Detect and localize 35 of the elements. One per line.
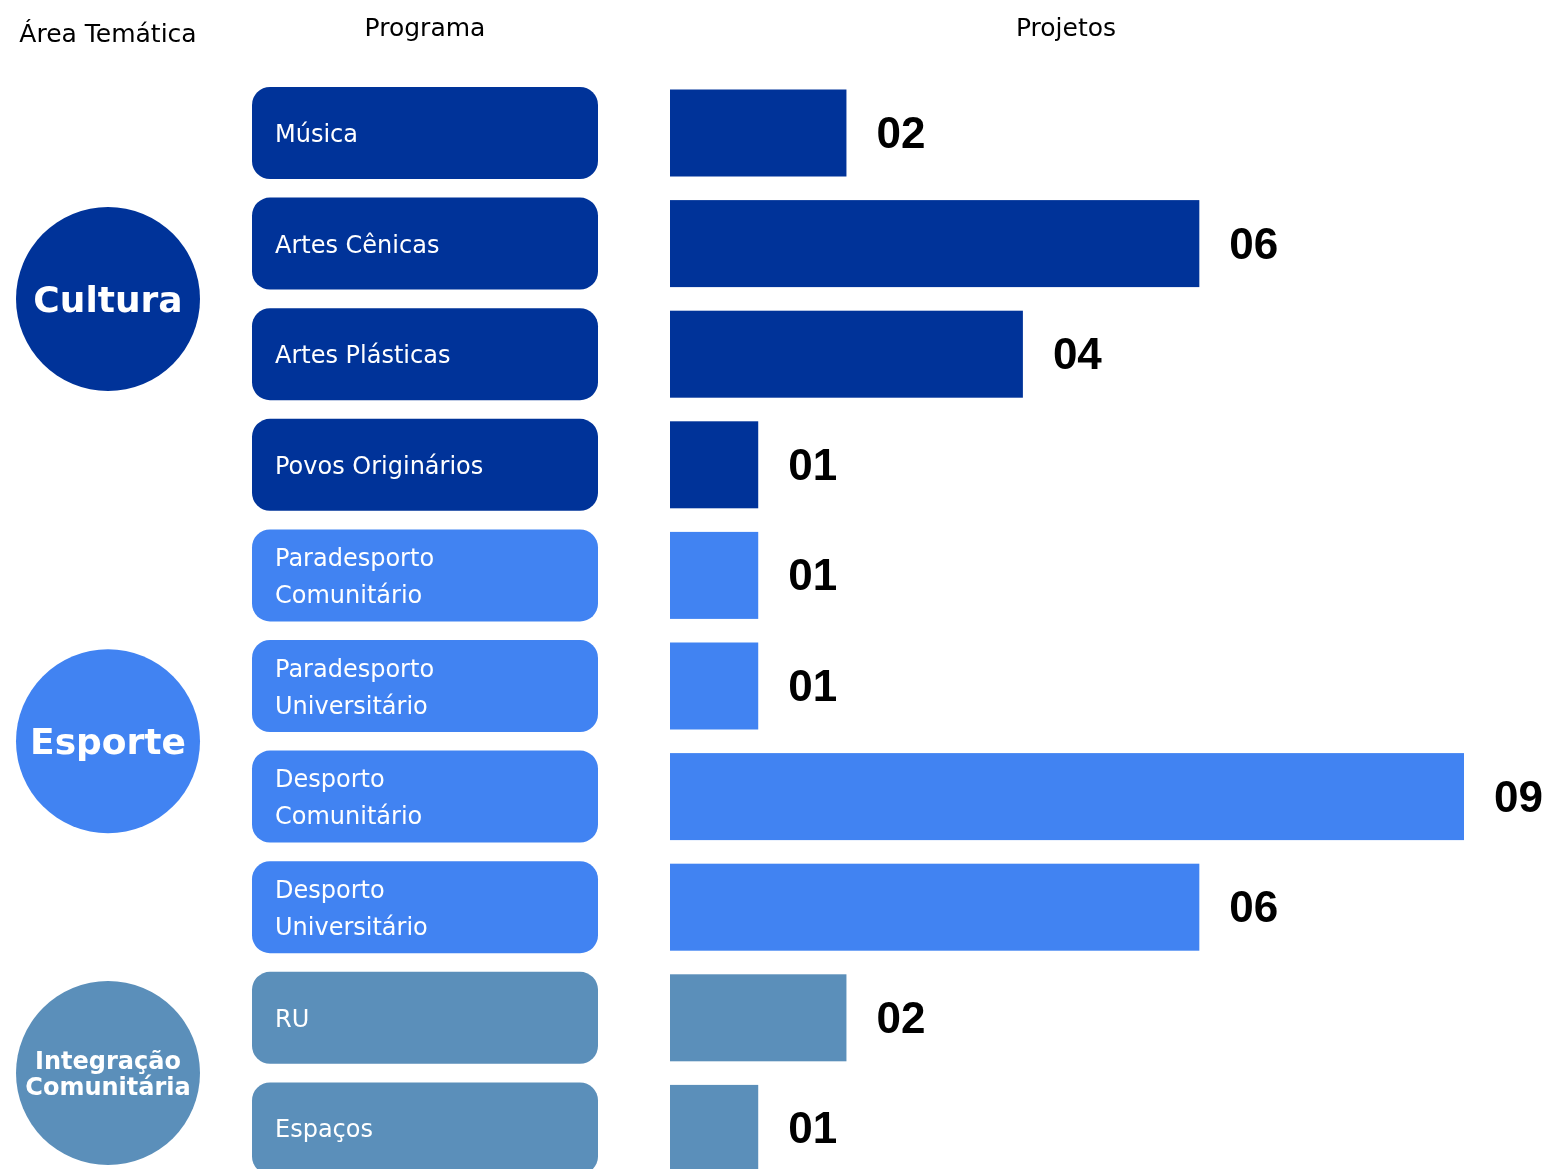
bar	[670, 200, 1200, 288]
y-tick-label: RU	[275, 1004, 310, 1033]
data-label: 04	[1052, 329, 1103, 379]
data-label: 01	[788, 550, 838, 600]
text: Programa	[364, 13, 486, 42]
bar	[670, 642, 759, 730]
text: Área Temática	[19, 19, 197, 48]
text: Esporte	[30, 721, 186, 763]
data-label: 06	[1229, 882, 1279, 932]
text: Cultura	[33, 278, 183, 320]
y-tick-label: Paradesporto Universitário	[275, 654, 435, 720]
data-label: 09	[1494, 771, 1543, 821]
y-tick-label: Música	[275, 120, 358, 148]
data-label: 02	[876, 992, 926, 1042]
y-tick-label: Artes Cênicas	[275, 230, 440, 259]
y-tick-label: Desporto Universitário	[275, 875, 428, 941]
bar	[670, 531, 759, 619]
data-label: 01	[788, 661, 838, 710]
data-label: 01	[788, 1103, 838, 1153]
bar	[670, 421, 759, 509]
bar	[670, 310, 1023, 398]
x-axis-title: Projetos	[1015, 13, 1117, 42]
data-label: 01	[788, 439, 838, 489]
data-label: 02	[876, 108, 926, 157]
bar	[670, 753, 1464, 841]
y-tick-label: Desporto Comunitário	[275, 765, 423, 831]
y-tick-label: Espaços	[275, 1115, 373, 1144]
y-tick-label: Paradesporto Comunitário	[275, 543, 435, 609]
y-tick-label: Povos Originários	[275, 451, 484, 480]
y-tick-label: Artes Plásticas	[275, 341, 451, 370]
bar	[670, 974, 847, 1062]
bar	[670, 89, 847, 177]
text: Integração Comunitária	[25, 1046, 191, 1101]
data-label: 06	[1229, 218, 1279, 268]
bar	[670, 863, 1200, 951]
